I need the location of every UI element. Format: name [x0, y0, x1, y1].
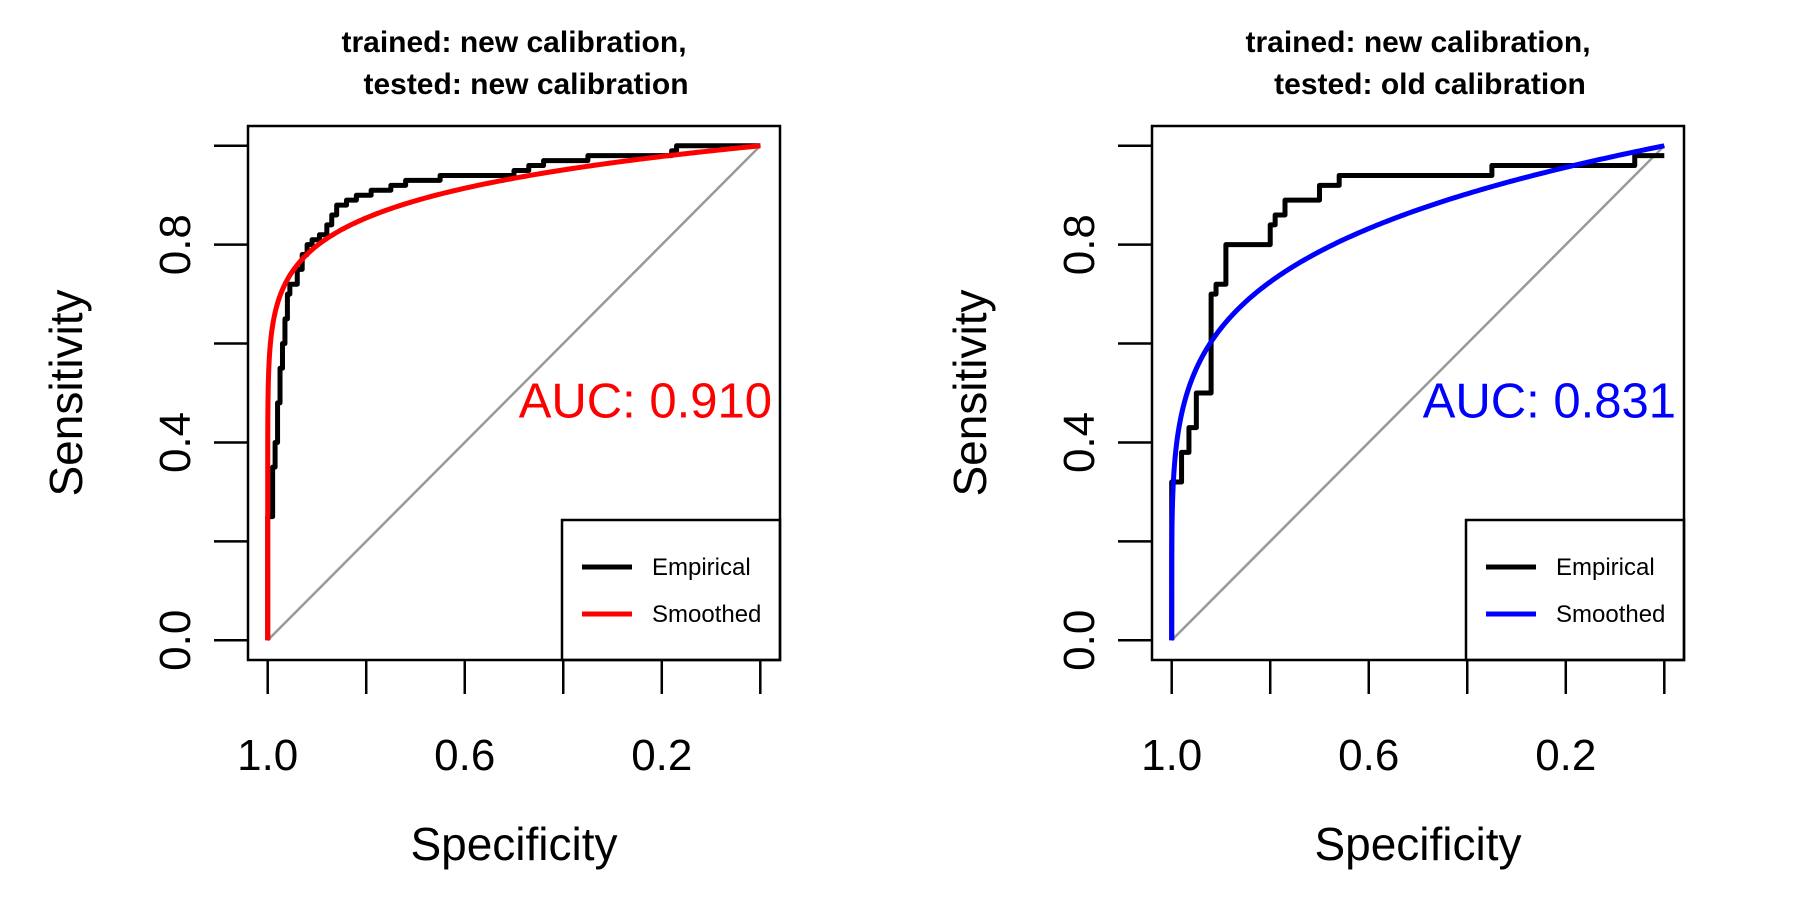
smoothed-roc-curve: [265, 143, 761, 641]
chart-title-line2: tested: old calibration: [1274, 68, 1586, 101]
legend-box: [560, 518, 782, 662]
empirical-roc-curve: [1169, 153, 1665, 641]
y-tick-label: 0.4: [151, 412, 200, 473]
y-tick-label: 0.8: [151, 214, 200, 275]
y-tick-label: 0.8: [1055, 214, 1104, 275]
x-tick-label: 1.0: [1141, 731, 1202, 780]
x-tick-label: 0.6: [434, 731, 495, 780]
x-tick-label: 0.2: [1535, 731, 1596, 780]
y-tick-label: 0.0: [1055, 610, 1104, 671]
x-tick-label: 0.2: [631, 731, 692, 780]
x-axis-label: Specificity: [410, 818, 617, 870]
chance-diagonal-line: [266, 144, 762, 642]
x-axis-label: Specificity: [1314, 818, 1521, 870]
auc-annotation: AUC: 0.910: [519, 375, 772, 429]
plot-frame: [246, 124, 782, 662]
legend-label-smoothed: Smoothed: [652, 601, 761, 628]
x-tick-label: 0.6: [1338, 731, 1399, 780]
y-tick-label: 0.0: [151, 610, 200, 671]
smoothed-roc-curve: [1169, 143, 1665, 641]
y-tick-label: 0.4: [1055, 412, 1104, 473]
empirical-roc-curve: [265, 143, 761, 641]
chart-title-line2: tested: new calibration: [363, 68, 688, 101]
chart-title-line1: trained: new calibration,: [1245, 26, 1590, 59]
legend-box: [1464, 518, 1686, 662]
y-axis-label: Sensitivity: [40, 289, 92, 496]
roc-panel-2: trained: new calibration, tested: old cal…: [944, 26, 1686, 870]
roc-panel-1: trained: new calibration, tested: new cal…: [40, 26, 782, 870]
legend-label-empirical: Empirical: [652, 554, 751, 581]
auc-annotation: AUC: 0.831: [1423, 375, 1676, 429]
chance-diagonal-line: [1170, 144, 1666, 642]
y-axis-label: Sensitivity: [944, 289, 996, 496]
x-tick-label: 1.0: [237, 731, 298, 780]
legend-label-empirical: Empirical: [1556, 554, 1655, 581]
legend-label-smoothed: Smoothed: [1556, 601, 1665, 628]
chart-title-line1: trained: new calibration,: [341, 26, 686, 59]
plot-frame: [1150, 124, 1686, 662]
